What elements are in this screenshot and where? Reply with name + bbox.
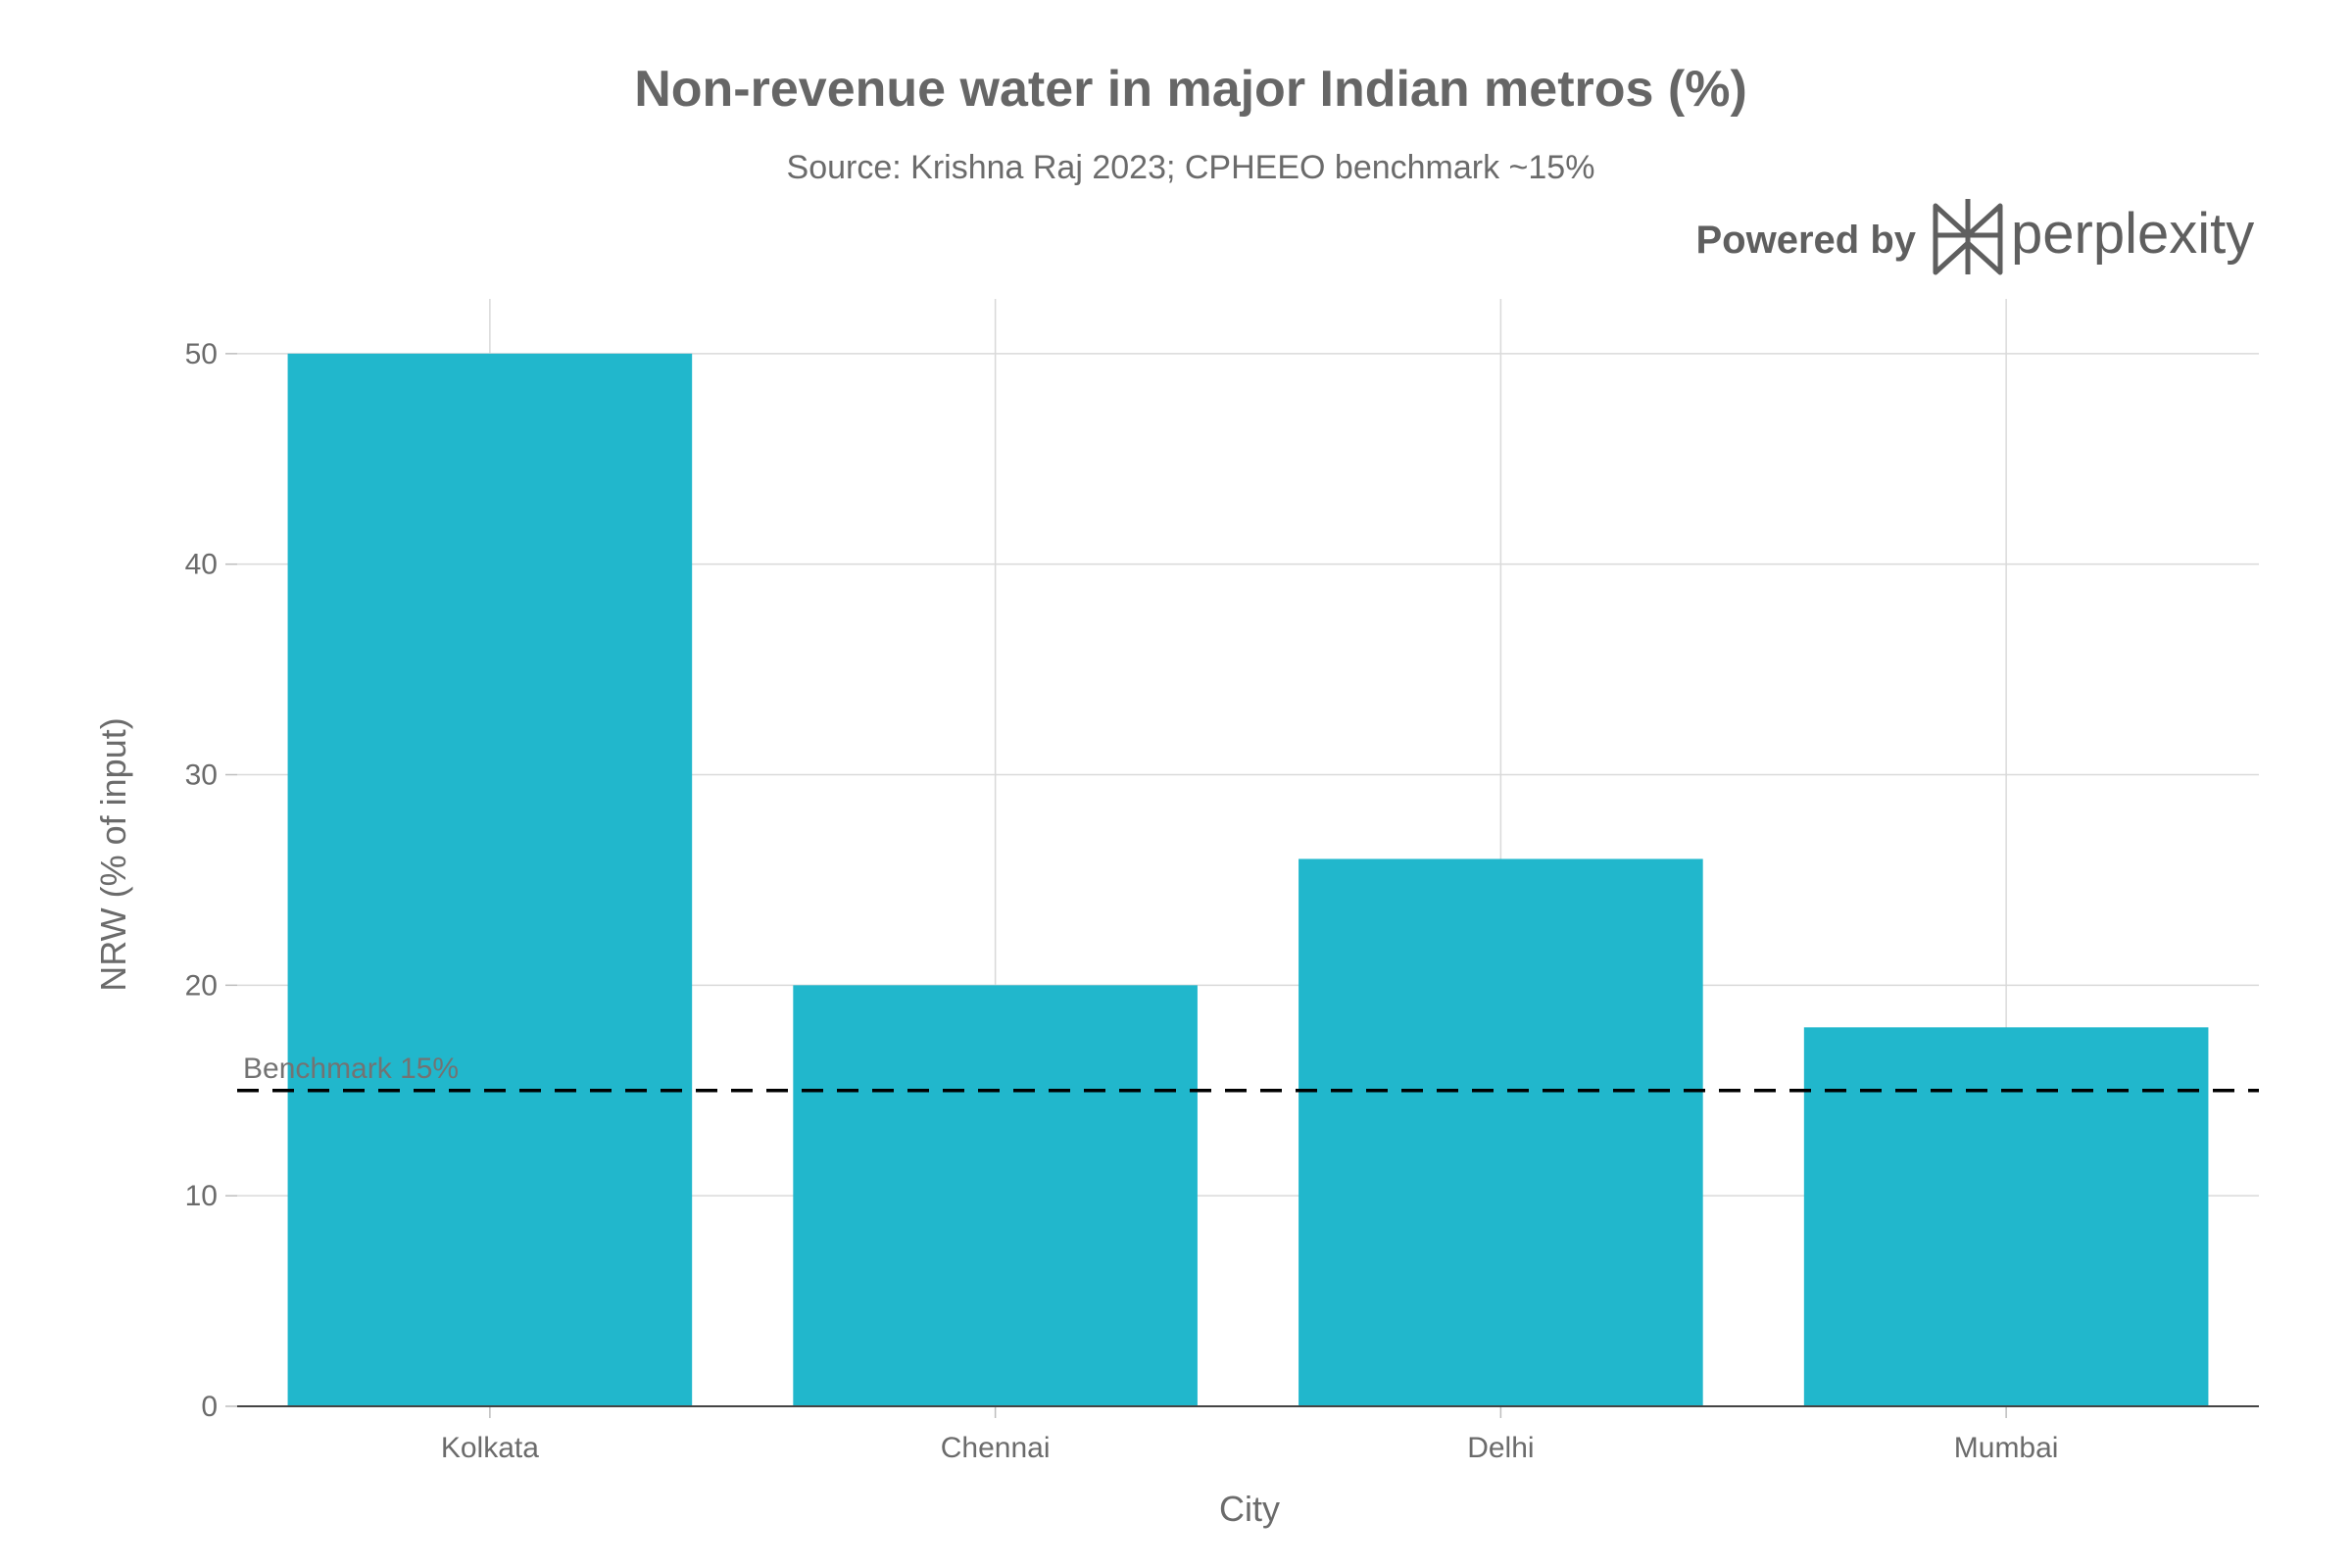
x-tick-label: Mumbai <box>1954 1432 2059 1464</box>
y-axis-title: NRW (% of input) <box>93 717 133 991</box>
bar-kolkata <box>287 353 693 1407</box>
bars <box>287 353 2209 1407</box>
bar-mumbai <box>1803 1027 2209 1406</box>
x-axis-title: City <box>1219 1489 1280 1529</box>
benchmark: Benchmark 15% <box>237 1053 2259 1093</box>
perplexity-logo-icon <box>1933 199 2003 275</box>
y-tick-label: 30 <box>185 760 218 792</box>
y-tick-label: 50 <box>185 338 218 370</box>
powered-by-label: Powered by <box>1695 219 1916 262</box>
y-tick-label: 40 <box>185 549 218 581</box>
perplexity-wordmark: perplexity <box>2011 202 2254 266</box>
axes: 0 10 20 30 40 50 Kolkata Chennai Delhi Mumbai <box>185 338 2259 1464</box>
bar-delhi <box>1298 858 1703 1406</box>
y-tick-label: 10 <box>185 1180 218 1212</box>
x-tick-label: Kolkata <box>441 1432 539 1464</box>
x-tick-label: Chennai <box>941 1432 1051 1464</box>
bar-chennai <box>793 985 1198 1406</box>
chart-subtitle: Source: Krishna Raj 2023; CPHEEO benchma… <box>787 149 1595 186</box>
y-tick-label: 0 <box>201 1391 218 1423</box>
chart-title: Non-revenue water in major Indian metros… <box>634 61 1747 118</box>
y-tick-label: 20 <box>185 969 218 1002</box>
branding: Powered by perplexity <box>1695 199 2254 275</box>
benchmark-label: Benchmark 15% <box>243 1053 459 1085</box>
x-tick-label: Delhi <box>1467 1432 1534 1464</box>
